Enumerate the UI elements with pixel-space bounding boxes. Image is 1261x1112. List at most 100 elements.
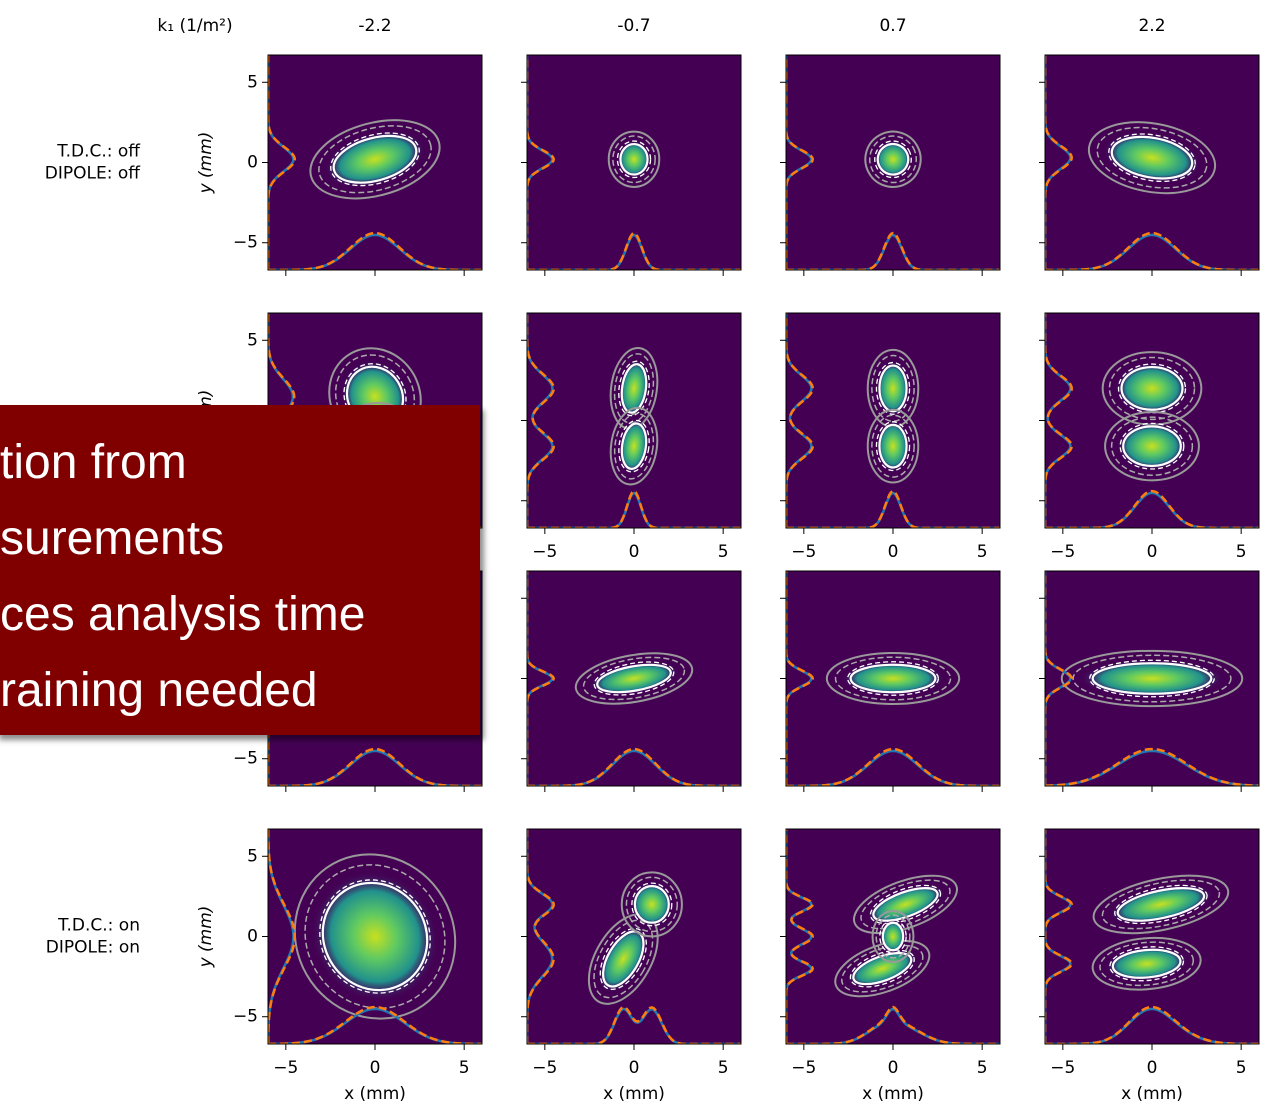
inner-contour-pred	[330, 132, 420, 187]
outer-contour-pred	[841, 944, 924, 993]
outer-contour-pred	[318, 125, 432, 194]
y-tick-label: 5	[247, 72, 258, 92]
x-tick-label: −5	[532, 1058, 557, 1078]
y-tick-label: −5	[233, 749, 258, 769]
inner-contour-pred	[875, 421, 911, 472]
beam-density	[876, 420, 910, 473]
panel	[1045, 313, 1259, 528]
x-tick-label: −5	[1050, 542, 1075, 562]
beam-density	[876, 360, 910, 417]
profile-predicted	[268, 1005, 482, 1044]
column-value: 0.7	[879, 16, 906, 36]
inner-contour	[1120, 365, 1184, 411]
panel	[786, 829, 1000, 1044]
inner-contour-pred	[593, 661, 675, 696]
inner-contour	[1110, 135, 1194, 180]
inner-contour	[620, 422, 648, 470]
y-tick-label: −5	[233, 1007, 258, 1027]
outer-contour-pred	[304, 864, 446, 1009]
beam-density	[866, 884, 945, 925]
outer-contour-pred	[1110, 416, 1194, 476]
inner-contour-pred	[874, 140, 912, 179]
beam-density	[598, 925, 648, 993]
inner-contour-pred	[1119, 422, 1185, 470]
inner-contour-pred	[599, 927, 647, 991]
profile-predicted	[527, 571, 556, 786]
beam-density	[311, 871, 439, 1002]
outer-contour	[1104, 411, 1200, 482]
x-tick-label: 5	[977, 1058, 988, 1078]
outer-contour	[574, 652, 694, 705]
beam-density	[847, 949, 918, 988]
beam-density	[874, 140, 912, 178]
profile-predicted	[527, 313, 556, 528]
panel	[527, 571, 741, 786]
beam-density	[1080, 660, 1224, 697]
profile-predicted	[527, 1005, 741, 1044]
callout-text: surements	[0, 512, 224, 565]
inner-contour	[633, 885, 670, 924]
outer-contour	[1087, 121, 1217, 195]
x-tick-label: 0	[629, 542, 640, 562]
beam-density	[325, 131, 425, 188]
inner-contour-pred	[1117, 363, 1187, 414]
profile-measured	[786, 749, 1000, 786]
panel	[1045, 55, 1259, 270]
outer-contour-pred	[1101, 879, 1221, 930]
outer-contour-pred	[1099, 941, 1195, 987]
beam-density	[1108, 884, 1214, 925]
outer-contour-pred	[860, 879, 951, 930]
outer-contour-pred	[1108, 356, 1196, 421]
x-tick-label: 5	[977, 542, 988, 562]
x-tick-label: 0	[888, 542, 899, 562]
inner-contour-pred	[879, 919, 907, 954]
inner-contour	[849, 663, 937, 694]
outer-contour-pred	[875, 914, 911, 959]
row-label: DIPOLE: off	[45, 164, 141, 184]
y-tick-label: 5	[247, 330, 258, 350]
inner-contour	[872, 887, 939, 922]
inner-contour	[1091, 662, 1213, 695]
x-tick-label: −5	[791, 1058, 816, 1078]
profile-measured	[786, 55, 813, 270]
y-axis-label: y (mm)	[196, 132, 216, 195]
outer-contour	[871, 910, 915, 963]
callout-box	[0, 405, 480, 735]
panel	[527, 313, 741, 528]
profile-predicted	[786, 829, 815, 1044]
inner-contour	[878, 423, 908, 469]
outer-contour-pred	[613, 353, 655, 424]
beam-density	[589, 661, 679, 696]
beam-density	[841, 661, 945, 696]
profile-predicted	[527, 829, 556, 1044]
x-tick-label: 0	[370, 1058, 381, 1078]
panel-background	[1045, 313, 1259, 528]
outer-contour	[825, 652, 961, 705]
inner-contour-pred	[631, 882, 673, 927]
panel	[268, 55, 482, 270]
profile-measured	[786, 829, 813, 1044]
outer-contour	[852, 874, 958, 935]
outer-contour-pred	[834, 656, 952, 701]
x-tick-label: −5	[1050, 1058, 1075, 1078]
profile-predicted	[786, 571, 815, 786]
outer-contour	[1092, 874, 1230, 935]
panel-background	[1045, 829, 1259, 1044]
panel	[527, 829, 741, 1044]
inner-contour	[620, 363, 648, 414]
column-header-label: k₁ (1/m²)	[157, 16, 232, 36]
outer-contour	[1060, 649, 1244, 708]
outer-contour-pred	[1072, 654, 1232, 703]
profile-measured	[527, 233, 741, 270]
inner-contour	[1111, 948, 1182, 979]
panel	[527, 55, 741, 270]
y-tick-label: −5	[233, 233, 258, 253]
y-tick-label: 5	[247, 846, 258, 866]
outer-contour	[607, 130, 661, 188]
callout-text: raining needed	[0, 664, 318, 717]
profile-measured	[268, 233, 482, 270]
inner-contour-pred	[1114, 884, 1208, 925]
outer-contour	[620, 871, 683, 938]
x-axis-label: x (mm)	[1121, 1084, 1183, 1104]
